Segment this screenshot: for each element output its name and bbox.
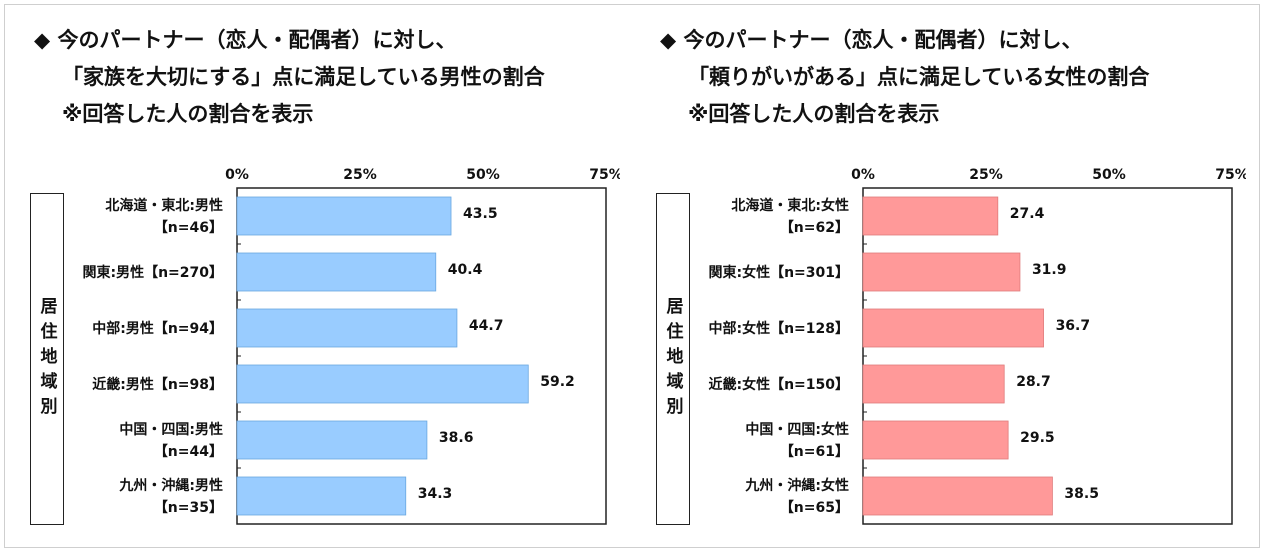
category-label-line: 近畿:女性【n=150】 [708, 376, 849, 393]
category-label: 関東:女性【n=301】 [708, 264, 849, 281]
category-label-line: 【n=65】 [780, 500, 849, 516]
category-label-line: 中部:男性【n=94】 [92, 320, 223, 337]
bar-value-label: 38.6 [439, 430, 474, 446]
bar [236, 476, 407, 516]
figure-frame [4, 4, 1260, 548]
category-label-line: 【n=62】 [780, 220, 849, 236]
bar-value-label: 38.5 [1064, 486, 1099, 502]
x-tick-label: 75% [589, 167, 620, 183]
chart-title: ◆ 今のパートナー（恋人・配偶者）に対し、 「頼りがいがある」点に満足している女… [660, 22, 1149, 133]
category-label-line: 中国・四国:男性 [119, 421, 223, 438]
bar [236, 308, 458, 348]
title-line-3: ※回答した人の割合を表示 [688, 102, 940, 126]
category-label-line: 九州・沖縄:男性 [118, 477, 223, 494]
category-label: 近畿:女性【n=150】 [708, 376, 849, 393]
plot-area-border [236, 187, 607, 525]
x-tick-label: 75% [1215, 167, 1246, 183]
category-label-line: 中国・四国:女性 [745, 421, 849, 438]
category-label-line: 【n=46】 [154, 220, 223, 236]
category-label-line: 関東:男性【n=270】 [82, 264, 223, 281]
region-axis-box: 居住地域別 [656, 193, 690, 525]
chart-panel-male: ◆ 今のパートナー（恋人・配偶者）に対し、 「家族を大切にする」点に満足している… [0, 0, 620, 554]
bar [862, 196, 999, 236]
bar-value-label: 29.5 [1020, 430, 1055, 446]
category-label: 近畿:男性【n=98】 [92, 376, 223, 393]
category-label-line: 北海道・東北:女性 [731, 197, 849, 214]
bar-chart-male: 0% 25% 50% 75% 43.5 北海道・東北:男性【n=46】 40.4 関東:男性【… [82, 167, 620, 525]
title-line-3: ※回答した人の割合を表示 [62, 102, 314, 126]
bar [862, 364, 1005, 404]
category-label-line: 中部:女性【n=128】 [708, 320, 849, 337]
bar-value-label: 28.7 [1016, 374, 1051, 390]
title-line-2: 「家族を大切にする」点に満足している男性の割合 [62, 65, 545, 89]
category-label-line: 関東:女性【n=301】 [708, 264, 849, 281]
bar-value-label: 27.4 [1010, 206, 1045, 222]
bar [862, 476, 1053, 516]
x-tick-label: 25% [969, 167, 1003, 183]
category-label: 北海道・東北:男性【n=46】 [105, 197, 223, 236]
x-tick-label: 0% [225, 167, 249, 183]
bar-value-label: 44.7 [469, 318, 504, 334]
category-label: 九州・沖縄:男性【n=35】 [118, 477, 223, 516]
chart-title: ◆ 今のパートナー（恋人・配偶者）に対し、 「家族を大切にする」点に満足している… [34, 22, 545, 133]
bar [236, 252, 437, 292]
category-label: 中部:男性【n=94】 [92, 320, 223, 337]
bar-value-label: 40.4 [448, 262, 483, 278]
bar [236, 420, 428, 460]
category-label: 中部:女性【n=128】 [708, 320, 849, 337]
chart-panel-female: ◆ 今のパートナー（恋人・配偶者）に対し、 「頼りがいがある」点に満足している女… [626, 0, 1246, 554]
x-tick-label: 50% [1092, 167, 1126, 183]
bar [236, 364, 529, 404]
category-label: 関東:男性【n=270】 [82, 264, 223, 281]
title-line-1: ◆ 今のパートナー（恋人・配偶者）に対し、 [34, 28, 457, 52]
bar [862, 420, 1009, 460]
category-label: 中国・四国:女性【n=61】 [745, 421, 849, 460]
bar-value-label: 34.3 [418, 486, 453, 502]
plot-area-border [862, 187, 1233, 525]
category-label-line: 北海道・東北:男性 [105, 197, 223, 214]
bar-value-label: 36.7 [1056, 318, 1091, 334]
category-label: 中国・四国:男性【n=44】 [119, 421, 223, 460]
category-label-line: 【n=61】 [780, 444, 849, 460]
category-label: 九州・沖縄:女性【n=65】 [744, 477, 849, 516]
bar [236, 196, 452, 236]
x-tick-label: 50% [466, 167, 500, 183]
bar-chart-female: 0% 25% 50% 75% 27.4 北海道・東北:女性【n=62】 31.9 関東:女性【… [708, 167, 1246, 525]
region-axis-box: 居住地域別 [30, 193, 64, 525]
category-label-line: 九州・沖縄:女性 [744, 477, 849, 494]
category-label: 北海道・東北:女性【n=62】 [731, 197, 849, 236]
title-line-2: 「頼りがいがある」点に満足している女性の割合 [688, 65, 1150, 89]
region-axis-label: 居住地域別 [662, 296, 683, 422]
category-label-line: 【n=44】 [154, 444, 223, 460]
x-tick-label: 25% [343, 167, 377, 183]
region-axis-label: 居住地域別 [36, 296, 57, 422]
category-label-line: 【n=35】 [154, 500, 223, 516]
bar [862, 308, 1044, 348]
bar-value-label: 31.9 [1032, 262, 1067, 278]
x-tick-label: 0% [851, 167, 875, 183]
bar [862, 252, 1021, 292]
bar-value-label: 59.2 [540, 374, 575, 390]
bar-value-label: 43.5 [463, 206, 498, 222]
title-line-1: ◆ 今のパートナー（恋人・配偶者）に対し、 [660, 28, 1083, 52]
category-label-line: 近畿:男性【n=98】 [92, 376, 223, 393]
